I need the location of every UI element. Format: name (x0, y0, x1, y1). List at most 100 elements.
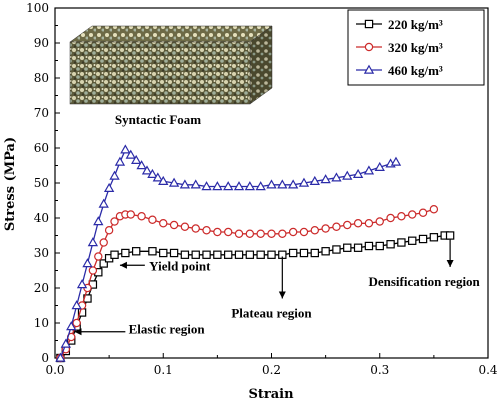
annotation-label: Densification region (368, 274, 480, 289)
data-point (409, 211, 416, 218)
data-point (257, 251, 264, 258)
data-point (387, 214, 394, 221)
y-tick-label: 30 (34, 246, 49, 260)
data-point (268, 230, 275, 237)
data-point (376, 218, 383, 225)
data-point (225, 251, 232, 258)
data-point (333, 223, 340, 230)
data-point (149, 248, 156, 255)
arrow-head (120, 262, 127, 269)
data-point (333, 246, 340, 253)
data-point (105, 184, 113, 191)
data-point (100, 200, 108, 207)
data-point (344, 244, 351, 251)
annotation-arrow (447, 239, 454, 267)
y-tick-label: 10 (34, 316, 49, 330)
data-point (246, 251, 253, 258)
data-point (111, 251, 118, 258)
y-tick-label: 20 (34, 281, 49, 295)
data-point (95, 253, 102, 260)
annotation-label: Yield point (149, 258, 211, 273)
data-point (398, 213, 405, 220)
annotation-label: Elastic region (129, 321, 206, 336)
x-tick-label: 0.0 (45, 363, 64, 377)
data-point (89, 267, 96, 274)
data-point (365, 220, 372, 227)
legend-marker (365, 43, 372, 50)
data-point (268, 251, 275, 258)
data-point (100, 239, 107, 246)
data-point (170, 221, 177, 228)
data-point (419, 235, 426, 242)
data-point (73, 319, 80, 326)
data-point (121, 146, 129, 153)
annotation-arrow (74, 328, 125, 335)
y-tick-label: 0 (41, 351, 49, 365)
x-tick-label: 0.1 (154, 363, 173, 377)
data-point (78, 280, 86, 287)
y-tick-label: 40 (34, 211, 49, 225)
data-point (311, 249, 318, 256)
data-point (419, 209, 426, 216)
data-point (392, 158, 400, 165)
data-point (170, 249, 177, 256)
data-point (257, 230, 264, 237)
y-tick-label: 60 (34, 141, 49, 155)
y-tick-label: 50 (34, 176, 49, 190)
data-point (355, 220, 362, 227)
data-point (235, 230, 242, 237)
data-point (300, 249, 307, 256)
legend-label: 220 kg/m³ (388, 17, 443, 32)
x-tick-label: 0.4 (478, 363, 497, 377)
data-point (106, 227, 113, 234)
legend-label: 460 kg/m³ (388, 63, 443, 78)
data-point (344, 221, 351, 228)
series-line (60, 236, 450, 359)
data-point (203, 227, 210, 234)
legend-label: 320 kg/m³ (388, 40, 443, 55)
legend: 220 kg/m³ 320 kg/m³ 460 kg/m³ (348, 10, 484, 85)
y-tick-label: 90 (34, 36, 49, 50)
data-point (322, 248, 329, 255)
annotation-label: Plateau region (231, 306, 312, 321)
data-point (160, 249, 167, 256)
data-point (116, 158, 124, 165)
data-point (398, 239, 405, 246)
y-tick-label: 80 (34, 71, 49, 85)
arrow-head (447, 260, 454, 267)
data-point (365, 242, 372, 249)
data-point (133, 248, 140, 255)
data-point (290, 249, 297, 256)
data-point (192, 225, 199, 232)
data-point (149, 216, 156, 223)
data-point (387, 241, 394, 248)
data-point (290, 228, 297, 235)
data-point (181, 223, 188, 230)
syntactic-foam-image (70, 26, 272, 104)
data-point (430, 234, 437, 241)
data-point (214, 251, 221, 258)
foam-label: Syntactic Foam (115, 112, 201, 127)
data-point (83, 259, 91, 266)
data-point (279, 230, 286, 237)
data-point (376, 242, 383, 249)
x-axis-title: Strain (248, 387, 294, 402)
series-1 (57, 232, 454, 362)
y-tick-label: 100 (26, 1, 49, 15)
data-point (447, 232, 454, 239)
x-tick-label: 0.3 (370, 363, 389, 377)
data-point (300, 228, 307, 235)
annotation-arrow (279, 257, 286, 299)
data-point (322, 225, 329, 232)
y-axis-title: Stress (MPa) (3, 137, 18, 231)
annotation-arrow (120, 262, 145, 269)
series-layer (56, 146, 453, 362)
data-point (225, 228, 232, 235)
data-point (94, 217, 102, 224)
arrow-head (279, 292, 286, 299)
data-point (214, 228, 221, 235)
x-axis: 0.00.10.20.30.4 (45, 353, 497, 377)
data-point (122, 249, 129, 256)
data-point (160, 220, 167, 227)
